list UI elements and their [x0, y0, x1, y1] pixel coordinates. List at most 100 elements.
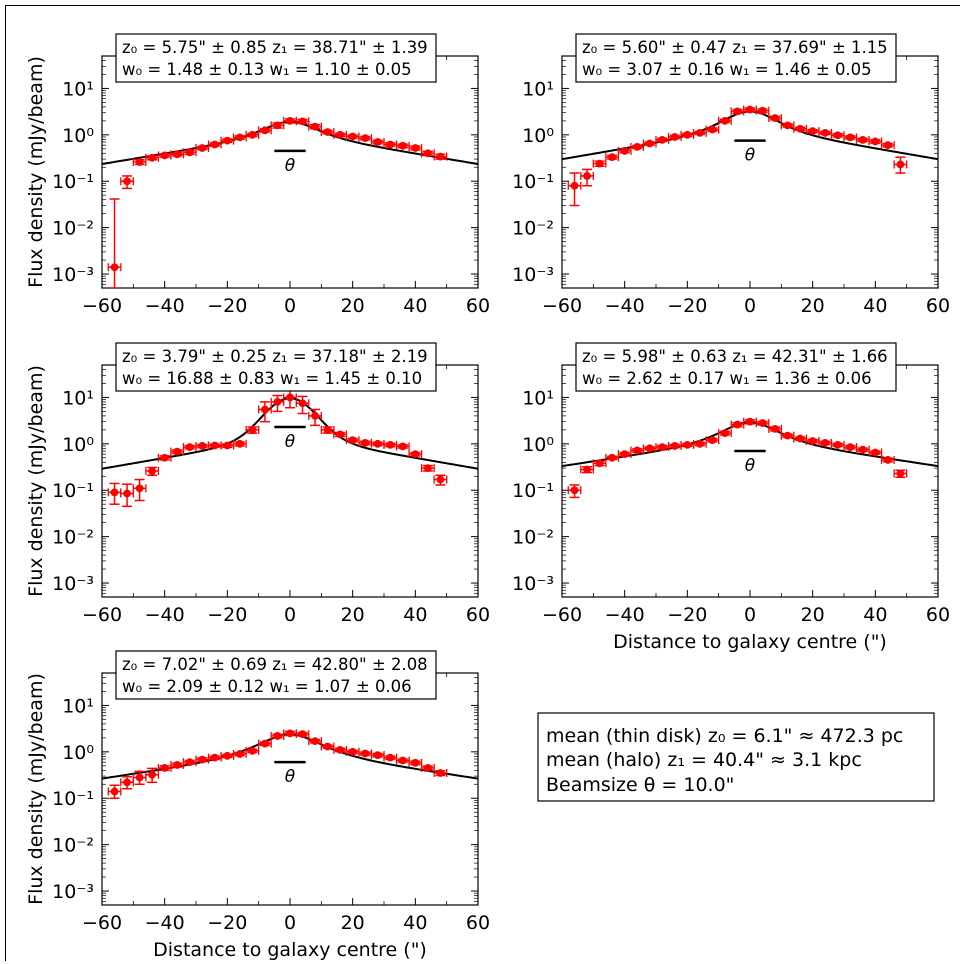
data-marker — [135, 773, 144, 782]
data-marker — [595, 159, 604, 168]
y-tick-label: 10⁻² — [52, 835, 94, 857]
data-point — [567, 484, 582, 499]
axes-frame — [561, 55, 939, 289]
data-point — [768, 114, 782, 123]
data-marker — [361, 749, 370, 758]
data-marker — [858, 445, 867, 454]
data-marker — [160, 151, 169, 160]
data-series — [107, 116, 448, 288]
data-point — [132, 157, 147, 166]
data-point — [107, 784, 122, 799]
data-marker — [223, 751, 232, 760]
data-marker — [896, 160, 905, 169]
data-marker — [273, 398, 282, 406]
x-tick-label: −40 — [145, 912, 185, 934]
data-marker — [261, 405, 269, 414]
data-marker — [708, 436, 717, 445]
data-marker — [758, 419, 767, 427]
data-marker — [336, 746, 345, 754]
data-point — [718, 429, 732, 438]
data-marker — [821, 438, 830, 447]
data-point — [295, 730, 310, 739]
data-point — [843, 133, 858, 142]
data-point — [642, 139, 657, 148]
data-marker — [883, 141, 892, 150]
data-point — [680, 130, 695, 139]
data-marker — [185, 443, 194, 452]
legend-line-2: w₀ = 16.88 ± 0.83 w₁ = 1.45 ± 0.10 — [122, 369, 422, 388]
data-point — [258, 401, 272, 423]
data-marker — [620, 450, 629, 459]
data-marker — [123, 489, 131, 498]
data-point — [692, 439, 707, 448]
data-marker — [160, 764, 169, 772]
data-marker — [173, 150, 182, 159]
data-point — [107, 482, 122, 505]
x-tick-label: 0 — [284, 295, 296, 317]
data-marker — [311, 411, 319, 420]
data-marker — [796, 434, 805, 443]
axes-frame — [101, 672, 479, 906]
data-point — [120, 175, 134, 190]
data-marker — [423, 764, 432, 772]
data-marker — [633, 446, 642, 455]
data-point — [132, 770, 147, 786]
data-point — [283, 116, 297, 125]
legend-line-2: w₀ = 3.07 ± 0.16 w₁ = 1.46 ± 0.05 — [582, 60, 872, 79]
data-marker — [298, 730, 307, 739]
summary-line-2: mean (halo) z₁ = 40.4" ≈ 3.1 kpc — [546, 749, 862, 771]
data-marker — [110, 787, 119, 796]
x-axis-label: Distance to galaxy centre (") — [613, 631, 887, 653]
data-marker — [721, 116, 729, 125]
data-point — [107, 198, 122, 288]
data-point — [868, 137, 883, 146]
data-point — [893, 156, 908, 174]
data-marker — [423, 149, 432, 158]
data-marker — [210, 753, 219, 762]
legend-line-2: w₀ = 2.09 ± 0.12 w₁ = 1.07 ± 0.06 — [122, 677, 412, 696]
y-tick-label: 10¹ — [522, 78, 554, 100]
y-tick-label: 10¹ — [62, 387, 94, 409]
data-point — [395, 141, 410, 150]
data-marker — [248, 425, 257, 434]
data-marker — [733, 420, 742, 429]
data-marker — [286, 393, 294, 402]
data-point — [170, 150, 185, 159]
data-marker — [758, 106, 767, 115]
data-marker — [173, 447, 182, 456]
x-tick-label: 20 — [341, 295, 365, 317]
data-marker — [298, 117, 307, 126]
x-tick-label: −40 — [145, 604, 185, 626]
y-tick-label: 10⁻² — [52, 527, 94, 549]
y-tick-label: 10⁻³ — [52, 881, 94, 903]
data-point — [743, 417, 757, 426]
data-marker — [411, 758, 420, 767]
x-tick-label: 40 — [403, 604, 427, 626]
data-point — [780, 431, 795, 440]
data-marker — [235, 133, 244, 142]
data-point — [667, 132, 682, 141]
data-marker — [148, 153, 157, 162]
chart-panel-4: −60 −40 −20 0 20 40 60 10⁻³ 10⁻² 10⁻¹ 10⁰ 10¹ Distan… — [512, 342, 950, 653]
data-point — [182, 148, 197, 157]
data-point — [395, 442, 410, 451]
data-point — [308, 408, 322, 427]
x-tick-label: 60 — [466, 912, 490, 934]
data-marker — [658, 443, 667, 452]
data-point — [655, 135, 670, 144]
data-point — [295, 117, 310, 126]
data-marker — [198, 144, 207, 152]
axes-frame — [561, 364, 939, 598]
y-tick-label: 10⁰ — [522, 125, 554, 147]
data-point — [120, 483, 134, 508]
data-marker — [436, 152, 445, 161]
x-tick-label: −60 — [542, 604, 582, 626]
y-tick-label: 10¹ — [522, 387, 554, 409]
data-marker — [583, 172, 591, 180]
data-marker — [436, 475, 445, 484]
data-marker — [298, 399, 307, 408]
x-tick-label: 20 — [341, 604, 365, 626]
data-marker — [198, 755, 207, 764]
data-marker — [721, 429, 729, 438]
data-marker — [783, 431, 792, 440]
